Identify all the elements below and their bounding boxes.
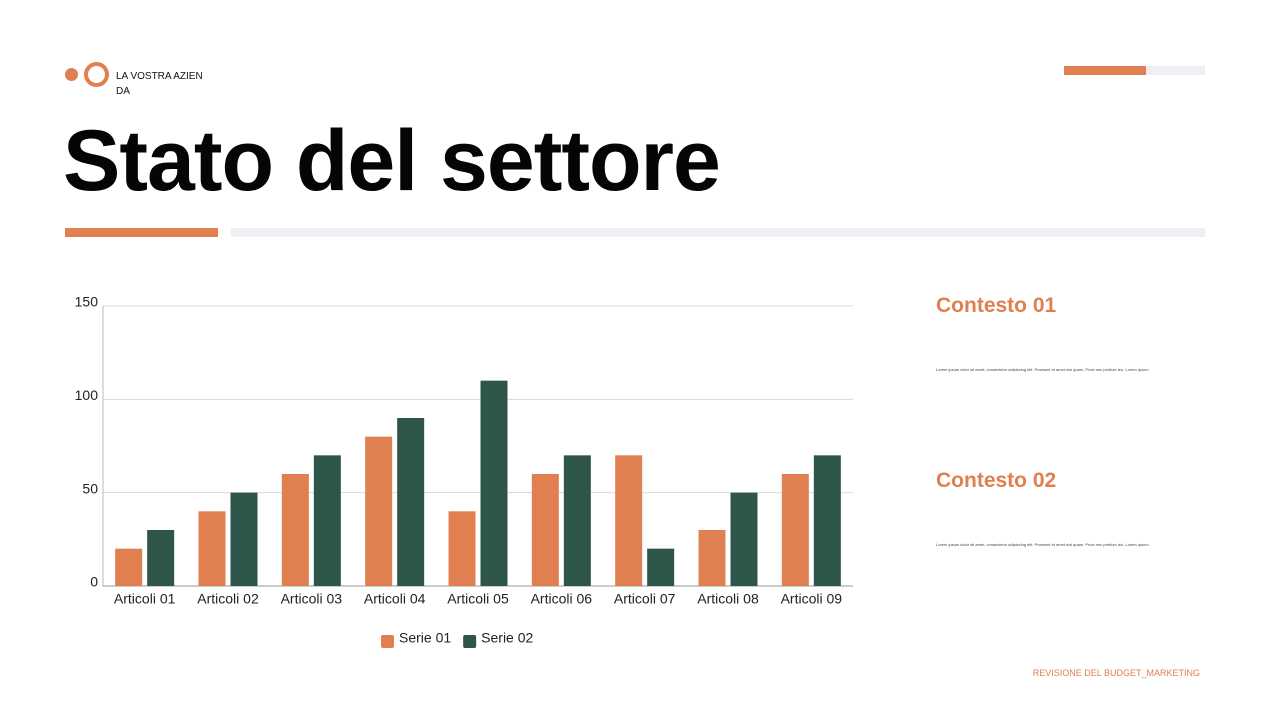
y-tick-label: 150 xyxy=(75,294,99,310)
y-tick-label: 0 xyxy=(90,574,98,590)
x-tick-label: Articoli 05 xyxy=(447,591,509,607)
bar xyxy=(397,418,425,586)
bar xyxy=(147,530,175,586)
logo-ring xyxy=(84,62,109,87)
logo-dot xyxy=(65,68,78,81)
x-tick-label: Articoli 01 xyxy=(114,591,176,607)
sidebar-heading: Contesto 01 xyxy=(936,294,1057,317)
sidebar-text: Lorem ipsum dolor sit amet, consectetur … xyxy=(936,542,1149,547)
x-tick-label: Articoli 08 xyxy=(697,591,759,607)
bar xyxy=(448,511,476,586)
title: Stato del settore xyxy=(63,113,721,209)
bar xyxy=(198,511,226,586)
legend-swatch xyxy=(381,635,394,648)
divider xyxy=(65,228,218,237)
x-tick-label: Articoli 02 xyxy=(197,591,259,607)
bar xyxy=(647,548,675,586)
x-tick-label: Articoli 04 xyxy=(364,591,426,607)
x-tick-label: Articoli 06 xyxy=(531,591,593,607)
x-tick-label: Articoli 07 xyxy=(614,591,676,607)
sidebar-text: Lorem ipsum dolor sit amet, consectetur … xyxy=(936,367,1149,372)
bar xyxy=(563,455,591,586)
footer: REVISIONE DEL BUDGET_MARKETING xyxy=(1032,668,1200,678)
legend-label: Serie 02 xyxy=(481,630,533,646)
bar xyxy=(115,548,143,586)
bar xyxy=(480,380,508,586)
legend-label: Serie 01 xyxy=(399,630,451,646)
bar xyxy=(813,455,841,586)
bar xyxy=(230,492,258,586)
x-tick-label: Articoli 03 xyxy=(281,591,343,607)
x-tick-label: Articoli 09 xyxy=(781,591,843,607)
bar xyxy=(313,455,341,586)
company-name: LA VOSTRA AZIENDA xyxy=(116,71,203,97)
bar xyxy=(365,436,393,586)
divider xyxy=(231,228,1205,237)
sidebar-heading: Contesto 02 xyxy=(936,469,1057,492)
bar xyxy=(781,474,809,586)
bar xyxy=(281,474,309,586)
bar xyxy=(531,474,559,586)
y-tick-label: 50 xyxy=(82,480,98,496)
deco-bar xyxy=(1064,66,1146,75)
y-tick-label: 100 xyxy=(75,387,99,403)
bar xyxy=(615,455,643,586)
bar xyxy=(698,530,726,586)
legend-swatch xyxy=(463,635,477,648)
bar xyxy=(730,492,758,586)
